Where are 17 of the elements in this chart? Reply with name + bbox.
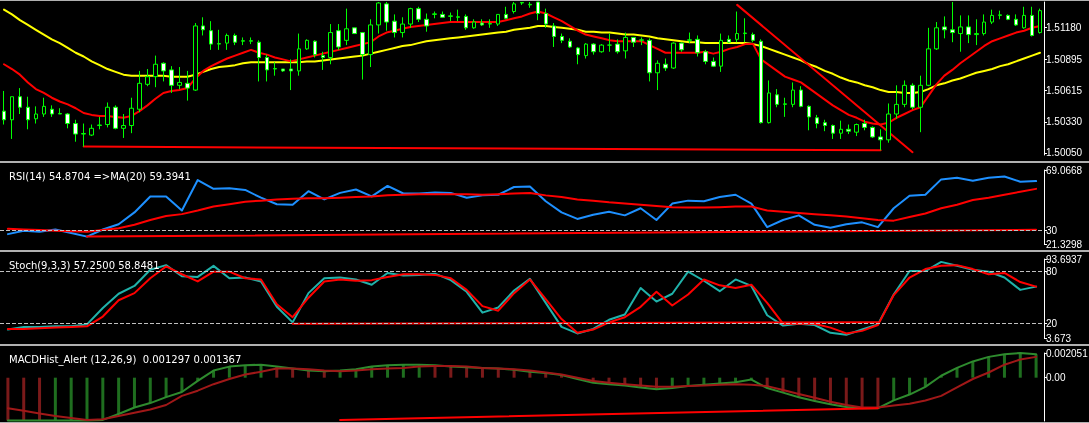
chart-title: Stoch(9,3,3) 57.2500 58.8481 <box>9 259 160 271</box>
y-tick-label: 1.50895 <box>1046 53 1083 65</box>
y-tick-label: 0.002051 <box>1046 347 1089 359</box>
y-tick-label: 1.50050 <box>1046 147 1083 159</box>
y-tick-label: 69.0668 <box>1046 164 1083 176</box>
y-tick-label: 0.00 <box>1046 372 1066 384</box>
y-tick-label: 3.673 <box>1046 332 1072 344</box>
y-tick-label: 21.3298 <box>1046 238 1083 250</box>
y-tick-label: 1.50615 <box>1046 84 1083 96</box>
y-tick-label: 80 <box>1046 265 1058 277</box>
y-tick-label: 93.6937 <box>1046 253 1083 265</box>
y-tick-label: 30 <box>1046 225 1058 237</box>
y-tick-label: 20 <box>1046 318 1058 330</box>
chart-title: RSI(14) 54.8704 =>MA(20) 59.3941 <box>9 170 191 182</box>
y-tick-label: 1.51180 <box>1046 22 1082 34</box>
y-tick-label: 1.50330 <box>1046 116 1083 128</box>
chart-title: MACDHist_Alert (12,26,9) 0.001297 0.001367 <box>9 353 242 366</box>
